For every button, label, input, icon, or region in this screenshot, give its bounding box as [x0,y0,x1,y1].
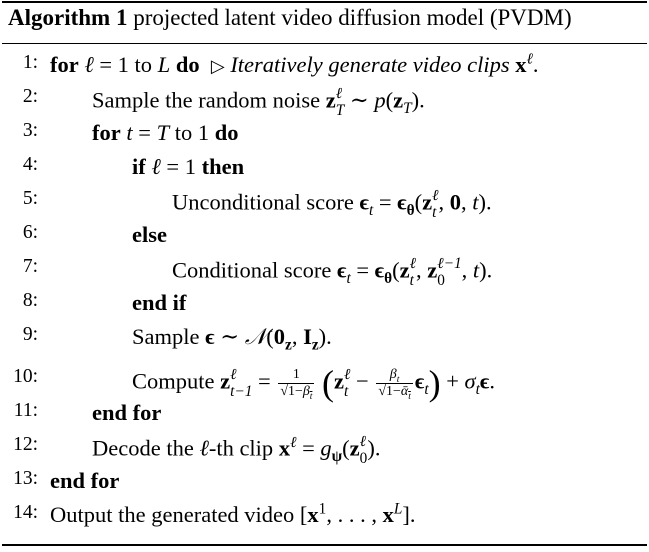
algorithm-line-4: 4: if ℓ = 1 then [0,154,649,188]
algorithm-line-10: 10: Compute z ℓ t−1 = 1 √1−βt (z ℓ t − βt √1−ᾱ… [0,360,649,403]
algorithm-line-3: 3: for t = T to 1 do [0,120,649,154]
algorithm-title: projected latent video diffusion model (… [133,5,572,30]
line-number: 2: [22,86,38,107]
bottom-rule [2,544,647,546]
line-content: end for [92,400,162,425]
line-number: 11: [13,400,38,421]
line-number: 10: [13,366,38,387]
line-content: else [132,222,167,247]
algorithm-line-6: 6: else [0,222,649,256]
line-number: 13: [13,468,38,489]
line-number: 9: [22,324,38,345]
line-content: for t = T to 1 do [92,120,239,145]
algorithm-line-9: 9: Sample ϵ ∼ 𝒩(0z, Iz). [0,324,649,358]
algorithm-line-5: 5: Unconditional score ϵt = ϵθ(z ℓ t, 0, t… [0,188,649,222]
line-number: 14: [13,502,38,523]
line-number: 1: [22,52,38,73]
line-content: end for [50,468,120,493]
line-number: 3: [22,120,38,141]
line-number: 8: [22,290,38,311]
line-content: end if [132,290,187,315]
line-number: 7: [22,256,38,277]
line-content: Unconditional score ϵt = ϵθ(z ℓ t, 0, t). [172,187,492,222]
line-content: Sample ϵ ∼ 𝒩(0z, Iz). [132,324,332,354]
line-content: Conditional score ϵt = ϵθ(z ℓ t, z ℓ−1 0, t)… [172,255,493,290]
line-number: 12: [13,434,38,455]
line-content: Compute z ℓ t−1 = 1 √1−βt (z ℓ t − βt √1−ᾱt ϵt)… [132,363,495,403]
line-content: Decode the ℓ-th clip xℓ = gψ(z ℓ 0). [92,433,381,468]
algorithm-line-14: 14: Output the generated video [x1, . . … [0,500,649,536]
line-content: for ℓ = 1 to L do ▷ Iteratively generate… [50,50,539,77]
algorithm-line-1: 1: for ℓ = 1 to L do ▷ Iteratively gener… [0,50,649,86]
algorithm-header: Algorithm 1 projected latent video diffu… [8,5,572,31]
algorithm-line-12: 12: Decode the ℓ-th clip xℓ = gψ(z ℓ 0). [0,434,649,468]
algorithm-line-11: 11: end for [0,400,649,434]
header-rule [2,43,647,45]
line-number: 4: [22,154,38,175]
algorithm-line-13: 13: end for [0,468,649,502]
line-content: Output the generated video [x1, . . . , … [50,500,416,527]
algorithm-line-8: 8: end if [0,290,649,324]
line-number: 6: [22,222,38,243]
line-content: if ℓ = 1 then [132,154,245,179]
algorithm-label: Algorithm 1 [8,5,128,30]
algorithm-line-7: 7: Conditional score ϵt = ϵθ(z ℓ t, z ℓ−1 0,… [0,256,649,290]
top-rule [2,1,647,3]
line-number: 5: [22,188,38,209]
